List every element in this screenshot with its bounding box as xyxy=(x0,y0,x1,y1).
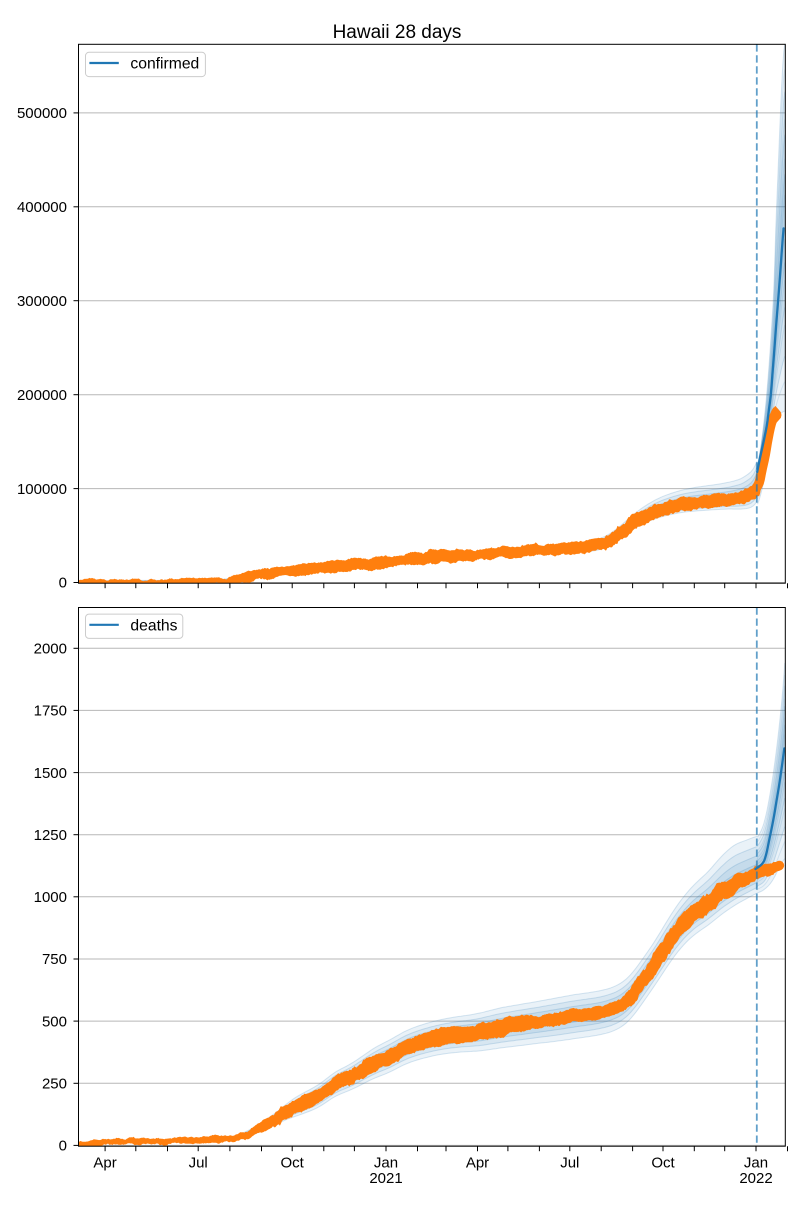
svg-text:2000: 2000 xyxy=(34,641,67,658)
svg-text:Apr: Apr xyxy=(466,1154,489,1171)
svg-text:200000: 200000 xyxy=(17,387,67,404)
svg-text:100000: 100000 xyxy=(17,481,67,498)
svg-text:Jul: Jul xyxy=(560,1154,579,1171)
svg-text:Oct: Oct xyxy=(651,1154,675,1171)
svg-text:1250: 1250 xyxy=(34,827,67,844)
svg-text:500000: 500000 xyxy=(17,105,67,122)
svg-text:750: 750 xyxy=(42,951,67,968)
svg-text:400000: 400000 xyxy=(17,199,67,216)
svg-text:1500: 1500 xyxy=(34,765,67,782)
svg-text:500: 500 xyxy=(42,1013,67,1030)
svg-text:Apr: Apr xyxy=(93,1154,116,1171)
svg-text:Hawaii 28 days: Hawaii 28 days xyxy=(333,22,462,43)
svg-text:1750: 1750 xyxy=(34,703,67,720)
svg-text:2022: 2022 xyxy=(739,1170,772,1187)
svg-text:deaths: deaths xyxy=(130,618,177,635)
svg-text:2021: 2021 xyxy=(369,1170,402,1187)
svg-text:Jan: Jan xyxy=(374,1154,398,1171)
svg-text:300000: 300000 xyxy=(17,293,67,310)
svg-text:0: 0 xyxy=(59,1138,67,1155)
svg-text:1000: 1000 xyxy=(34,889,67,906)
svg-text:0: 0 xyxy=(59,575,67,592)
svg-text:250: 250 xyxy=(42,1076,67,1093)
svg-text:Oct: Oct xyxy=(281,1154,305,1171)
svg-text:Jan: Jan xyxy=(744,1154,768,1171)
svg-text:confirmed: confirmed xyxy=(130,56,199,73)
svg-text:Jul: Jul xyxy=(189,1154,208,1171)
